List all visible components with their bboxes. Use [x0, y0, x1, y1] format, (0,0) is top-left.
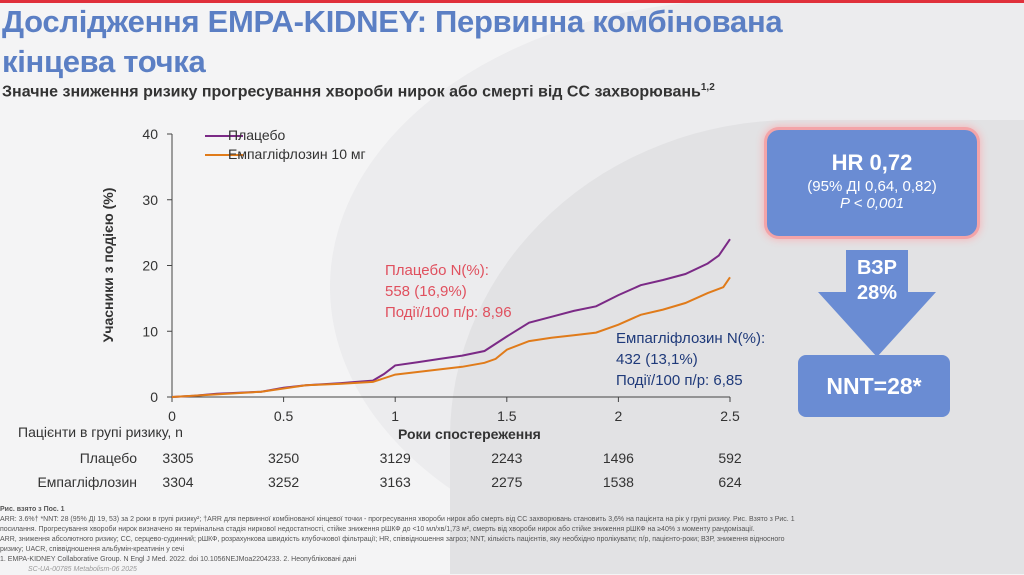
risk-table-header: Пацієнти в групі ризику, n — [18, 424, 183, 440]
nnt-box: NNT=28* — [798, 355, 950, 417]
x-tick-label: 0 — [168, 408, 176, 424]
top-accent-line — [0, 0, 1024, 3]
rrr-arrow: ВЗР 28% — [818, 250, 936, 357]
subtitle-refs: 1,2 — [700, 82, 715, 93]
down-arrow-icon — [818, 250, 936, 357]
y-axis-label: Учасники з подією (%) — [100, 187, 116, 343]
page-subtitle: Значне зниження ризику прогресування хво… — [2, 82, 715, 101]
footnote-line: ризику; UACR, співвідношення альбумін-кр… — [0, 546, 185, 553]
risk-table-cell: 624 — [718, 474, 742, 490]
footnote-line: SC-UA-00785 Metabolism-06 2025 — [28, 566, 137, 573]
footnote-line: ARR, зниження абсолютного ризику; СС, се… — [0, 536, 785, 543]
risk-table-cell: 3305 — [162, 450, 194, 466]
rrr-label: ВЗР — [856, 257, 898, 279]
footnote-line: Рис. взято з Пос. 1 — [0, 506, 65, 513]
footnote-line: ARR: 3.6%† *NNT: 28 (95% ДІ 19, 53) за 2… — [0, 516, 795, 523]
hr-value: HR 0,72 — [831, 150, 913, 175]
x-tick-label: 2 — [615, 408, 623, 424]
footnotes: Рис. взято з Пос. 1 ARR: 3.6%† *NNT: 28 … — [0, 505, 1020, 575]
annotation-line: Плацебо N(%): — [385, 262, 489, 279]
risk-table-cell: 2243 — [491, 450, 523, 466]
hr-ci: (95% ДІ 0,64, 0,82) — [807, 178, 937, 195]
legend-placebo-label: Плацебо — [228, 127, 286, 143]
y-tick-label: 40 — [142, 126, 158, 142]
x-tick-label: 1 — [391, 408, 399, 424]
p-value: P < 0,001 — [839, 195, 905, 212]
risk-table-cell: 592 — [718, 450, 742, 466]
annotation-line: Події/100 п/р: 8,96 — [385, 304, 512, 321]
risk-row-label-empa: Емпагліфлозин — [37, 474, 137, 490]
risk-table-cell: 1538 — [602, 474, 634, 490]
empa-curve — [171, 276, 731, 398]
risk-table-cell: 3304 — [162, 474, 194, 490]
risk-table-cell: 2275 — [491, 474, 523, 490]
y-tick-label: 30 — [142, 192, 158, 208]
x-tick-label: 2.5 — [720, 408, 740, 424]
risk-table-cell: 3250 — [268, 450, 300, 466]
y-tick-label: 20 — [142, 258, 158, 274]
y-tick-label: 10 — [142, 323, 158, 339]
x-axis-label: Роки спостереження — [398, 426, 541, 442]
rrr-value: 28% — [856, 282, 898, 304]
empa-annotation: Емпагліфлозин N(%): 432 (13,1%) Події/10… — [616, 328, 765, 391]
x-tick-label: 0.5 — [274, 408, 294, 424]
subtitle-text: Значне зниження ризику прогресування хво… — [2, 83, 701, 101]
risk-table-cell: 1496 — [602, 450, 634, 466]
page-title: Дослідження EMPA-KIDNEY: Первинна комбін… — [2, 4, 783, 79]
footnote-line: посилання. Прогресування хвороби нирок в… — [0, 526, 755, 533]
risk-table-cell: 3163 — [379, 474, 411, 490]
x-tick-label: 1.5 — [497, 408, 517, 424]
legend-empa-label: Емпагліфлозин 10 мг — [228, 146, 366, 162]
annotation-line: Емпагліфлозин N(%): — [616, 330, 766, 347]
annotation-line: 558 (16,9%) — [385, 283, 467, 300]
risk-row-label-placebo: Плацебо — [79, 450, 137, 466]
footnote-line: 1. EMPA-KIDNEY Collaborative Group. N En… — [0, 556, 357, 563]
risk-table-cell: 3129 — [379, 450, 411, 466]
annotation-line: 432 (13,1%) — [616, 351, 698, 368]
placebo-annotation: Плацебо N(%): 558 (16,9%) Події/100 п/р:… — [385, 260, 512, 323]
y-tick-label: 0 — [150, 389, 158, 405]
hazard-ratio-box: HR 0,72 (95% ДІ 0,64, 0,82) P < 0,001 — [767, 130, 977, 236]
annotation-line: Події/100 п/р: 6,85 — [616, 372, 743, 389]
risk-table-cell: 3252 — [268, 474, 300, 490]
